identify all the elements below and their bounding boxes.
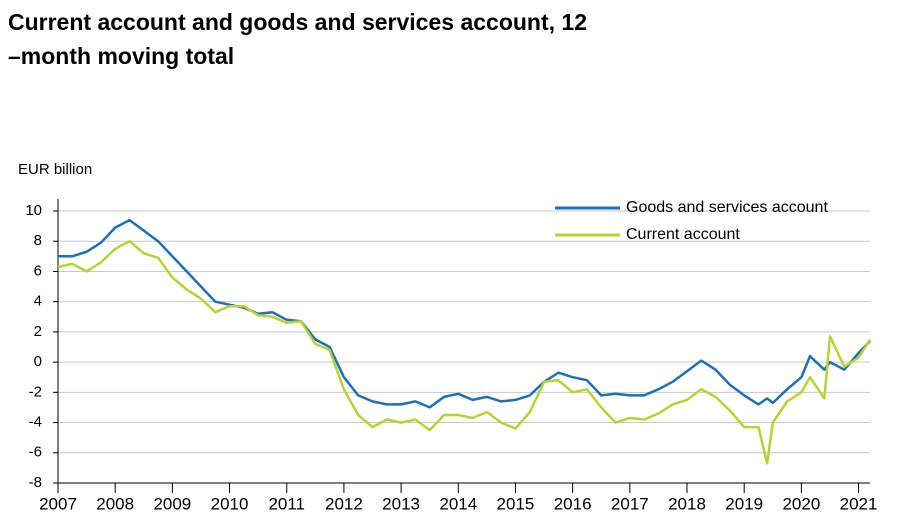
y-tick-label: -6 bbox=[29, 444, 42, 461]
y-tick-label: 10 bbox=[25, 202, 42, 219]
x-tick-label: 2014 bbox=[439, 494, 477, 513]
y-tick-label: 8 bbox=[34, 232, 42, 249]
x-tick-label: 2011 bbox=[268, 494, 305, 513]
series-line bbox=[57, 239, 872, 465]
chart-title: Current account and goods and services a… bbox=[8, 9, 587, 69]
x-tick-label: 2020 bbox=[782, 494, 820, 513]
x-tick-label: 2012 bbox=[325, 494, 363, 513]
x-tick-label: 2015 bbox=[497, 494, 535, 513]
x-tick-label: 2019 bbox=[725, 494, 763, 513]
y-axis-label: EUR billion bbox=[18, 161, 92, 178]
x-tick-label: 2013 bbox=[382, 494, 420, 513]
x-tick-label: 2018 bbox=[668, 494, 706, 513]
y-tick-label: 2 bbox=[34, 323, 42, 340]
x-tick-label: 2010 bbox=[211, 494, 249, 513]
x-tick-label: 2009 bbox=[153, 494, 191, 513]
y-tick-label: 6 bbox=[34, 262, 42, 279]
x-tick-label: 2016 bbox=[554, 494, 592, 513]
y-tick-label: -4 bbox=[29, 414, 42, 431]
x-tick-label: 2007 bbox=[39, 494, 77, 513]
legend-label: Current account bbox=[626, 226, 740, 243]
series-line bbox=[58, 218, 871, 409]
x-tick-label: 2008 bbox=[96, 494, 134, 513]
y-tick-label: 0 bbox=[34, 353, 42, 370]
y-tick-label: -8 bbox=[29, 474, 42, 491]
x-tick-label: 2021 bbox=[840, 494, 878, 513]
legend-label: Goods and services account bbox=[626, 199, 828, 216]
y-tick-label: 4 bbox=[34, 293, 42, 310]
x-tick-label: 2017 bbox=[611, 494, 649, 513]
y-tick-label: -2 bbox=[29, 383, 42, 400]
